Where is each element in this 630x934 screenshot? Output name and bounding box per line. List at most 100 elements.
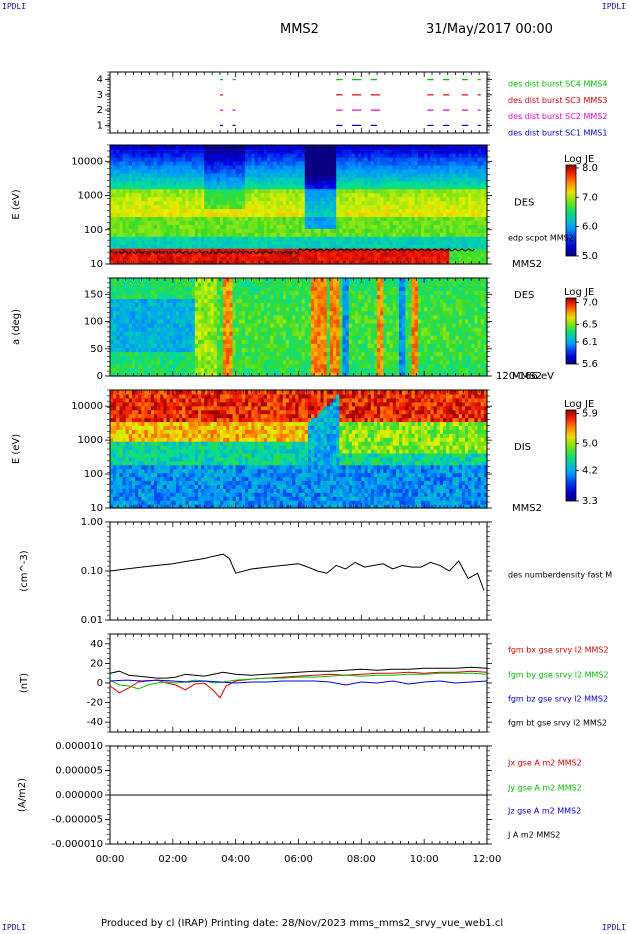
heatmap-cell [329,220,334,225]
heatmap-cell [304,220,309,225]
heatmap-cell [169,184,174,190]
heatmap-cell [241,180,246,186]
heatmap-cell [191,192,196,198]
heatmap-cell [270,244,274,249]
heatmap-cell [197,232,202,237]
heatmap-cell [175,156,180,162]
heatmap-cell [370,224,375,229]
heatmap-cell [329,172,334,178]
heatmap-cell [317,260,322,265]
heatmap-cell [276,145,281,150]
heatmap-cell [216,256,221,261]
heatmap-cell [163,248,168,253]
heatmap-cell [226,248,230,253]
heatmap-cell [172,164,177,170]
heatmap-cell [298,256,303,261]
heatmap-cell [185,192,190,198]
heatmap-cell [197,180,202,186]
heatmap-cell [304,156,309,162]
heatmap-cell [248,160,252,166]
heatmap-cell [188,244,193,249]
heatmap-cell [257,196,262,202]
heatmap-cell [336,244,340,249]
heatmap-cell [201,236,205,241]
heatmap-cell [226,200,230,206]
heatmap-cell [364,188,369,194]
heatmap-cell [201,220,205,225]
heatmap-cell [210,176,215,182]
heatmap-cell [147,156,152,162]
heatmap-cell [210,164,215,170]
heatmap-cell [207,180,212,186]
heatmap-cell [358,248,362,253]
heatmap-cell [125,212,130,217]
heatmap-cell [166,148,171,154]
heatmap-cell [364,212,369,217]
heatmap-cell [317,148,322,154]
heatmap-cell [311,236,315,241]
heatmap-cell [358,148,362,154]
heatmap-cell [295,216,300,221]
heatmap-cell [320,148,325,154]
heatmap-cell [125,224,130,229]
heatmap-cell [326,228,331,233]
heatmap-cell [345,256,350,261]
heatmap-cell [119,236,124,241]
heatmap-cell [323,180,328,186]
heatmap-cell [135,188,139,194]
heatmap-cell [301,252,306,257]
heatmap-cell [241,196,246,202]
burst-legend-1: des dist burst SC1 MMS1 [508,128,607,137]
heatmap-cell [210,220,215,225]
heatmap-cell [179,248,183,253]
heatmap-cell [289,220,293,225]
heatmap-cell [295,176,300,182]
heatmap-cell [326,212,331,217]
heatmap-cell [320,228,325,233]
heatmap-cell [351,220,356,225]
heatmap-cell [210,148,215,154]
heatmap-cell [279,216,284,221]
heatmap-cell [285,216,290,221]
heatmap-cell [367,252,372,257]
heatmap-cell [254,192,259,198]
heatmap-cell [226,232,230,237]
heatmap-cell [110,145,114,150]
heatmap-cell [348,145,353,150]
heatmap-cell [254,180,259,186]
heatmap-cell [179,172,183,178]
heatmap-cell [144,145,149,150]
heatmap-cell [248,168,252,174]
heatmap-cell [348,216,353,221]
heatmap-cell [235,176,240,182]
heatmap-cell [238,212,243,217]
heatmap-cell [348,176,353,182]
heatmap-cell [210,152,215,158]
heatmap-cell [314,145,318,150]
heatmap-cell [194,256,199,261]
heatmap-cell [282,240,287,245]
heatmap-cell [204,148,208,154]
heatmap-cell [298,240,303,245]
heatmap-cell [263,148,268,154]
heatmap-cell [216,248,221,253]
heatmap-cell [201,156,205,162]
heatmap-cell [282,252,287,257]
heatmap-cell [235,152,240,158]
heatmap-cell [282,216,287,221]
heatmap-cell [197,204,202,210]
heatmap-cell [326,240,331,245]
heatmap-cell [219,208,224,214]
heatmap-cell [138,184,143,190]
heatmap-cell [251,152,256,158]
heatmap-cell [348,184,353,190]
heatmap-cell [358,176,362,182]
heatmap-cell [263,232,268,237]
heatmap-cell [188,212,193,217]
heatmap-cell [191,176,196,182]
heatmap-cell [289,228,293,233]
heatmap-cell [326,248,331,253]
heatmap-cell [358,260,362,265]
heatmap-cell [160,216,165,221]
heatmap-cell [248,145,252,150]
